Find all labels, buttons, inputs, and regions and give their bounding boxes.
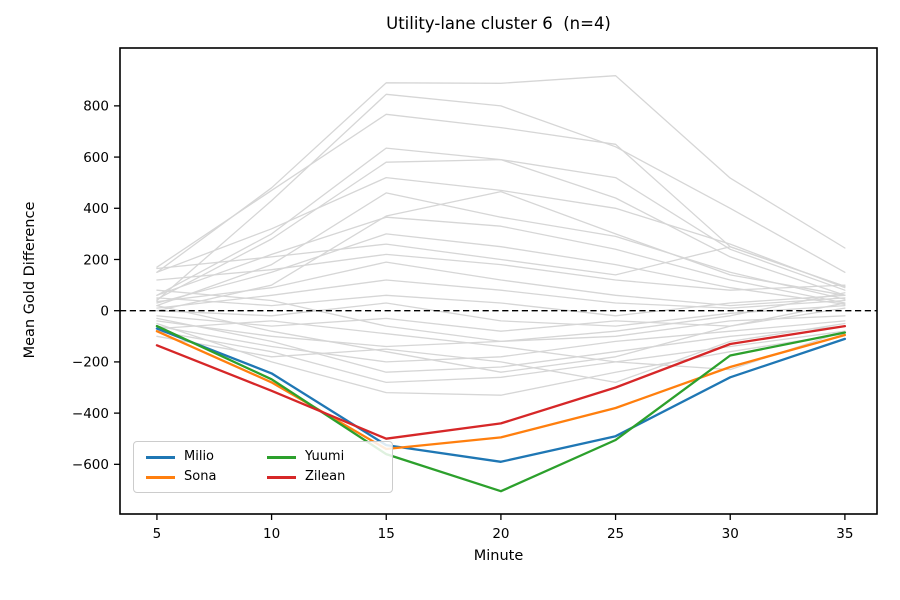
legend-label: Zilean: [305, 469, 346, 485]
legend: Milio Sona Yuumi Zilean: [133, 441, 393, 493]
background-line-3: [156, 147, 846, 296]
y-tick-label: −600: [72, 457, 109, 473]
background-line-0: [156, 75, 846, 273]
x-tick-label: 30: [722, 526, 739, 542]
background-line-6: [156, 190, 846, 312]
y-tick-label: 800: [83, 99, 109, 115]
background-line-20: [156, 320, 846, 363]
x-axis-label: Minute: [473, 548, 524, 564]
background-line-22: [156, 330, 846, 384]
y-axis-label: Mean Gold Difference: [22, 201, 38, 359]
background-line-7: [156, 192, 846, 307]
background-line-25: [156, 320, 846, 371]
x-tick-label: 35: [836, 526, 853, 542]
x-tick-label: 20: [492, 526, 509, 542]
x-tick-label: 25: [607, 526, 624, 542]
background-line-14: [156, 294, 846, 317]
y-tick-label: −200: [72, 355, 109, 371]
legend-swatch-yuumi: [267, 455, 296, 459]
legend-label: Sona: [184, 469, 217, 485]
x-tick-label: 5: [153, 526, 162, 542]
legend-item-sona: Sona: [146, 469, 261, 485]
background-line-4: [156, 158, 846, 300]
background-line-18: [156, 315, 846, 348]
y-tick-label: −400: [72, 406, 109, 422]
series-line-milio: [155, 327, 847, 463]
background-line-16: [156, 307, 846, 332]
background-line-10: [156, 243, 846, 288]
background-line-11: [156, 253, 846, 291]
legend-item-yuumi: Yuumi: [267, 449, 382, 464]
background-line-9: [156, 233, 846, 305]
background-line-8: [156, 216, 846, 304]
y-tick-label: 600: [83, 150, 109, 166]
axes-spines: [119, 47, 878, 515]
series-line-sona: [155, 330, 847, 451]
legend-swatch-sona: [146, 475, 175, 479]
series-line-yuumi: [155, 324, 847, 493]
background-line-24: [156, 322, 846, 384]
background-line-1: [156, 93, 846, 302]
background-line-12: [156, 261, 846, 307]
chart-title: Utility-lane cluster 6 (n=4): [386, 14, 611, 33]
legend-swatch-zilean: [267, 475, 296, 479]
background-line-21: [156, 317, 846, 373]
legend-item-milio: Milio: [146, 449, 261, 464]
background-line-19: [156, 302, 846, 373]
y-tick-label: 400: [83, 201, 109, 217]
legend-label: Yuumi: [305, 449, 345, 464]
series-line-zilean: [155, 324, 847, 440]
legend-label: Milio: [184, 449, 215, 464]
background-line-15: [156, 302, 846, 327]
background-line-5: [156, 176, 846, 289]
background-line-13: [156, 279, 846, 309]
x-tick-label: 15: [378, 526, 395, 542]
x-tick-label: 10: [263, 526, 280, 542]
legend-swatch-milio: [146, 455, 175, 459]
y-tick-label: 0: [100, 304, 109, 320]
legend-item-zilean: Zilean: [267, 469, 382, 485]
background-line-23: [156, 322, 846, 396]
y-tick-label: 200: [83, 252, 109, 268]
